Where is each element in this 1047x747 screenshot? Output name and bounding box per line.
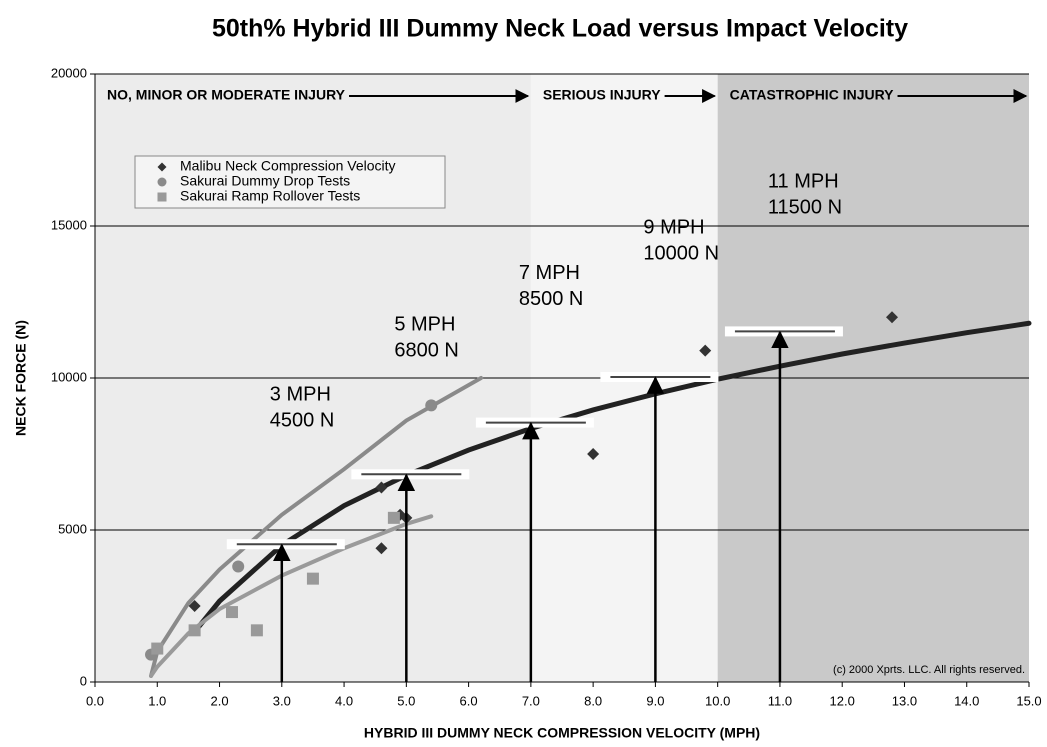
y-axis-label: NECK FORCE (N) [13,320,29,436]
x-tick-label: 7.0 [522,693,540,708]
region-label: CATASTROPHIC INJURY [730,87,895,103]
x-tick-label: 2.0 [210,693,228,708]
point [886,311,899,324]
x-tick-label: 10.0 [705,693,730,708]
impact-speed: 5 MPH [394,314,455,336]
legend-label: Malibu Neck Compression Velocity [180,158,396,174]
point [188,624,201,637]
point [157,177,167,187]
impact-value-label: 10000 N [643,242,719,264]
legend-label: Sakurai Dummy Drop Tests [180,173,350,189]
point [375,542,388,555]
impact-value-label: 11500 N [768,197,842,219]
point [250,624,263,637]
point [157,162,167,172]
point [151,642,164,655]
impact-value-label: 6800 N [394,340,459,362]
x-tick-label: 4.0 [335,693,353,708]
point [699,344,712,357]
x-tick-label: 1.0 [148,693,166,708]
y-tick-label: 0 [80,673,87,688]
x-tick-label: 5.0 [397,693,415,708]
copyright: (c) 2000 Xprts. LLC. All rights reserved… [833,664,1025,676]
legend-label: Sakurai Ramp Rollover Tests [180,188,360,204]
y-tick-label: 5000 [58,521,87,536]
legend-box [134,155,446,209]
point [587,448,600,460]
point [306,572,319,585]
y-tick-label: 15000 [51,217,87,232]
legend: Malibu Neck Compression VelocitySakurai … [134,155,446,209]
point [188,600,201,612]
point [232,560,245,573]
x-tick-label: 14.0 [954,693,979,708]
region-label: NO, MINOR OR MODERATE INJURY [107,87,346,103]
x-tick-label: 9.0 [646,693,664,708]
impact-speed: 3 MPH [270,383,331,405]
x-axis-label: HYBRID III DUMMY NECK COMPRESSION VELOCI… [364,725,760,741]
impact-speed: 11 MPH [768,171,839,193]
x-tick-label: 0.0 [86,693,104,708]
x-tick-label: 13.0 [892,693,917,708]
impact-value-label: 4500 N [270,409,335,431]
x-tick-label: 11.0 [768,693,792,708]
point [375,481,388,494]
x-tick-label: 6.0 [460,693,478,708]
point [225,606,238,619]
x-tick-label: 15.0 [1016,693,1041,708]
impact-speed: 7 MPH [519,262,580,284]
x-tick-label: 3.0 [273,693,291,708]
region-label: SERIOUS INJURY [543,87,661,103]
point [387,511,400,524]
impact-value-label: 8500 N [519,288,584,310]
point [425,399,438,412]
impact-speed: 9 MPH [643,216,704,238]
y-tick-label: 10000 [51,369,87,384]
chart-title: 50th% Hybrid III Dummy Neck Load versus … [212,15,908,43]
fit-curve [149,514,434,678]
fit-curve [192,320,1032,635]
x-tick-label: 8.0 [584,693,602,708]
point [157,192,167,202]
y-tick-label: 20000 [51,65,87,80]
x-tick-label: 12.0 [830,693,855,708]
